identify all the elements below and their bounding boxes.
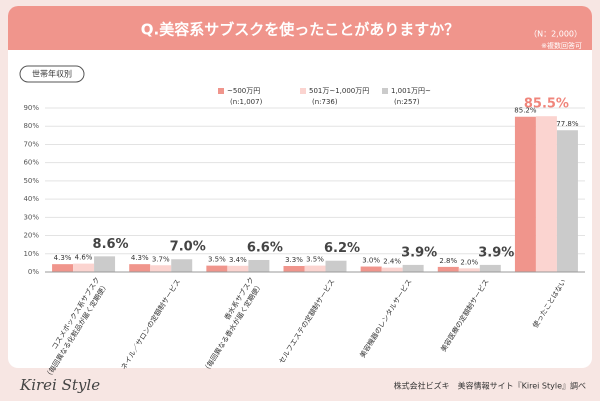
bar [437,266,459,272]
legend-swatch [218,88,224,94]
y-tick-label: 80% [23,122,39,130]
value-label: 3.5% [306,256,324,264]
bar [171,259,193,272]
bar [556,130,578,272]
legend-swatch [300,88,306,94]
group-label-box [19,65,85,83]
bar [381,267,403,272]
sample: （N：2,000） [529,30,582,39]
title: Q.美容系サブスクを使ったことがありますか？ [141,21,459,39]
value-label: 85.2% [514,107,537,115]
logo: Kirei Style [19,376,100,394]
value-label: 3.5% [208,256,226,264]
card [8,6,592,368]
bar [360,266,382,272]
legend-label: 501万~1,000万円 [309,87,369,95]
bar [402,264,424,272]
value-label: 3.0% [362,257,380,265]
y-tick-label: 20% [23,232,39,240]
bar [458,268,480,272]
legend-n: (n:1,007) [230,98,263,106]
bar [129,264,151,272]
value-label: 3.7% [152,255,170,263]
bar [514,116,536,272]
value-label: 4.6% [75,254,93,262]
y-tick-label: 0% [28,268,39,276]
bar [52,264,74,272]
bar [304,265,326,272]
value-label: 3.3% [285,256,303,264]
value-label-emphasis: 3.9% [478,245,514,260]
value-label-emphasis: 85.5% [524,97,569,112]
bar [94,256,116,272]
bar [150,265,172,272]
bar [535,116,557,272]
bar [248,259,270,272]
bar [325,260,347,272]
legend-n: (n:736) [312,98,338,106]
bar [227,265,249,272]
y-tick-label: 70% [23,140,39,148]
value-label-emphasis: 3.9% [401,245,437,260]
y-tick-label: 50% [23,177,39,185]
group-label: 世帯年収別 [32,69,72,79]
value-label: 2.8% [439,257,457,265]
note: ※複数回答可 [541,41,582,50]
value-label-emphasis: 6.2% [324,241,360,256]
y-tick-label: 10% [23,250,39,258]
value-label: 2.0% [460,258,478,266]
value-label: 4.3% [131,254,149,262]
y-tick-label: 60% [23,159,39,167]
value-label-emphasis: 6.6% [247,240,283,255]
value-label: 2.4% [383,258,401,266]
y-tick-label: 30% [23,213,39,221]
bar [206,265,228,272]
value-label: 4.3% [54,254,72,262]
legend-swatch [382,88,388,94]
legend-label: ~500万円 [227,87,260,95]
value-label: 3.4% [229,256,247,264]
legend-label: 1,001万円~ [391,87,431,95]
value-label-emphasis: 8.6% [93,237,129,252]
bar [479,264,501,272]
legend-n: (n:257) [394,98,420,106]
y-tick-label: 40% [23,195,39,203]
value-label-emphasis: 7.0% [170,240,206,255]
header-band [8,6,592,50]
value-label: 77.8% [556,120,579,128]
bar [73,263,95,272]
y-tick-label: 90% [23,104,39,112]
credit: 株式会社ビズキ 美容情報サイト『Kirei Style』調べ [394,381,586,391]
bar [283,265,305,272]
